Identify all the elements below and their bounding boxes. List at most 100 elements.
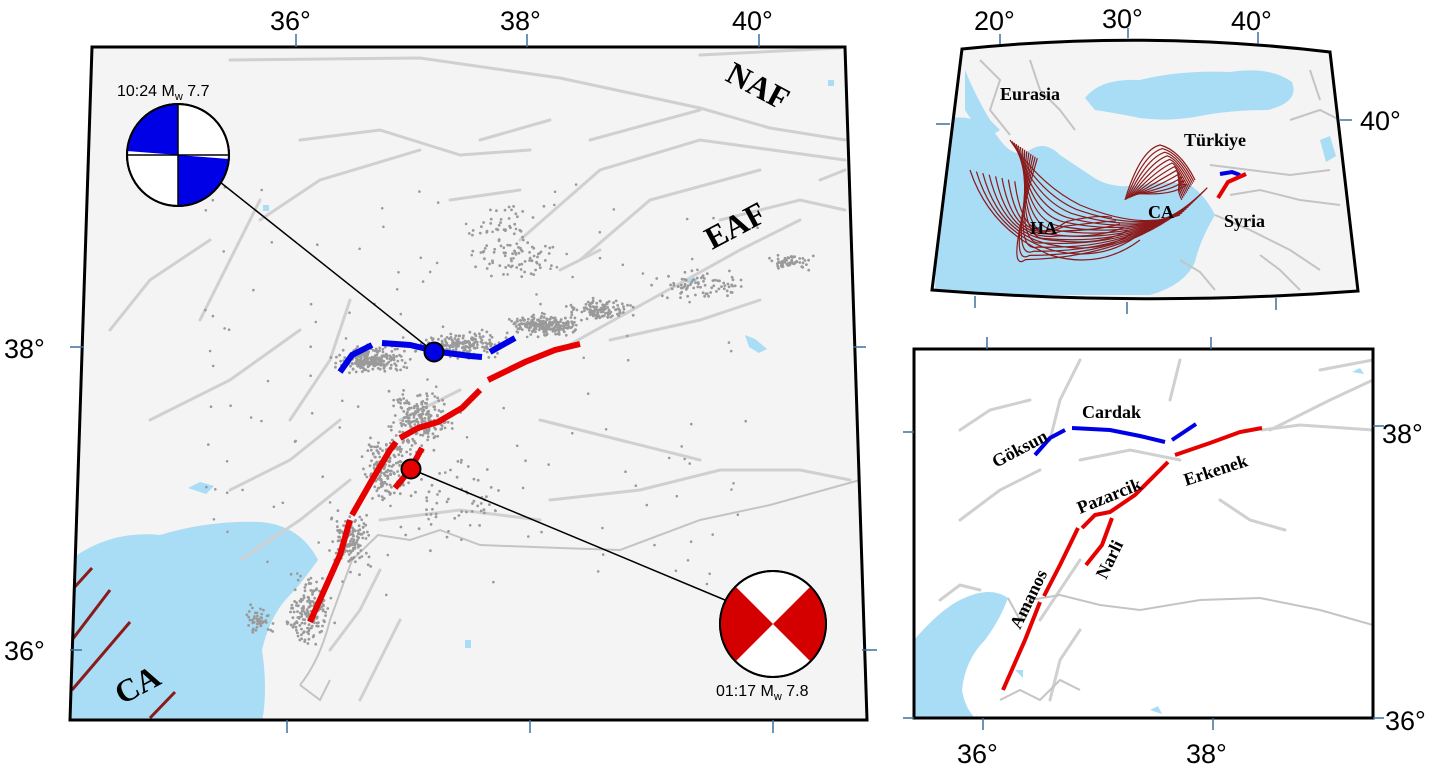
aftershock-dot [675,494,679,498]
aftershock-dot [723,284,727,287]
aftershock-dot [425,392,428,395]
aftershock-dot [537,328,541,332]
aftershock-dot [425,397,429,401]
aftershock-dot [471,249,475,253]
aftershock-dot [402,365,406,369]
aftershock-dot [468,346,471,350]
aftershock-dot [225,460,229,463]
aftershock-dot [803,259,807,262]
aftershock-dot [474,338,477,341]
aftershock-dot [595,305,599,309]
aftershock-dot [291,616,295,620]
aftershock-dot [516,215,519,219]
aftershock-dot [392,463,395,467]
aftershock-dot [474,265,477,269]
aftershock-dot [385,355,389,359]
aftershock-dot [300,609,304,613]
aftershock-dot [518,263,521,267]
aftershock-dot [557,329,561,333]
aftershock-dot [694,281,697,285]
aftershock-dot [381,449,384,452]
aftershock-dot [389,425,393,428]
aftershock-dot [464,222,468,226]
aftershock-dot [549,267,552,271]
aftershock-dot [400,454,404,458]
aftershock-dot [480,328,484,332]
aftershock-dot [414,490,417,494]
aftershock-dot [679,296,682,299]
aftershock-dot [472,499,476,503]
aftershock-dot [382,367,386,370]
aftershock-dot [306,595,310,599]
aftershock-dot [362,522,366,525]
aftershock-dot [378,475,382,479]
aftershock-dot [529,272,533,276]
aftershock-dot [251,628,255,632]
aftershock-dot [428,270,432,274]
aftershock-dot [502,246,506,250]
fault-lat-tick-38: 38° [1382,419,1423,449]
aftershock-dot [426,413,430,416]
aftershock-dot [409,452,412,456]
aftershock-dot [488,262,491,266]
aftershock-dot [296,578,300,582]
regional-inset: Eurasia Türkiye HA CA Syria 20° 30° 40° … [930,4,1401,314]
aftershock-dot [392,398,396,402]
aftershock-dot [533,327,537,331]
aftershock-dot [419,256,423,260]
aftershock-dot [686,294,690,298]
aftershock-dot [527,535,530,538]
aftershock-dot [502,406,506,410]
aftershock-dot [260,612,264,616]
slab-contour-line [1001,177,1121,235]
aftershock-dot [564,305,568,308]
aftershock-dot [533,323,537,327]
aftershock-dot [208,349,212,353]
aftershock-dot [685,217,689,221]
aftershock-dot [473,341,476,345]
aftershock-dot [532,246,536,250]
aftershock-dot [492,250,496,254]
aftershock-dot [247,615,251,619]
aftershock-dot [309,345,313,349]
aftershock-dot [564,316,567,320]
aftershock-dot [374,360,378,364]
aftershock-dot [354,356,358,360]
aftershock-dot [395,461,398,465]
aftershock-dot [321,609,325,613]
aftershock-dot [353,362,357,365]
aftershock-dot [341,580,344,583]
aftershock-dot [396,347,399,351]
regional-ticks [936,28,1352,314]
aftershock-dot [426,378,429,381]
aftershock-dot [519,325,522,329]
aftershock-dot [451,339,455,343]
aftershock-dot [365,513,368,517]
aftershock-dot [459,461,463,464]
aftershock-dot [404,420,408,423]
aftershock-dot [542,330,545,333]
aftershock-dot [338,535,341,539]
aftershock-dot [667,274,670,278]
aftershock-dot [569,303,573,307]
aftershock-dot [370,459,373,463]
aftershock-dot [541,324,545,328]
aftershock-dot [792,262,796,266]
aftershock-dot [269,628,273,632]
aftershock-dot [349,570,352,574]
aftershock-dot [425,496,428,499]
aftershock-dot [395,354,398,358]
aftershock-dot [324,610,327,614]
aftershock-dot [405,450,409,454]
aftershock-dot [571,275,574,279]
aftershock-dot [672,284,676,287]
aftershock-dot [612,301,615,305]
aftershock-dot [309,374,312,378]
aftershock-dot [516,330,520,334]
aftershock-dot [591,301,594,304]
aftershock-dot [705,272,709,275]
aftershock-dot [364,551,368,555]
aftershock-dot [539,319,542,323]
aftershock-dot [313,596,317,600]
aftershock-dot [307,598,311,602]
